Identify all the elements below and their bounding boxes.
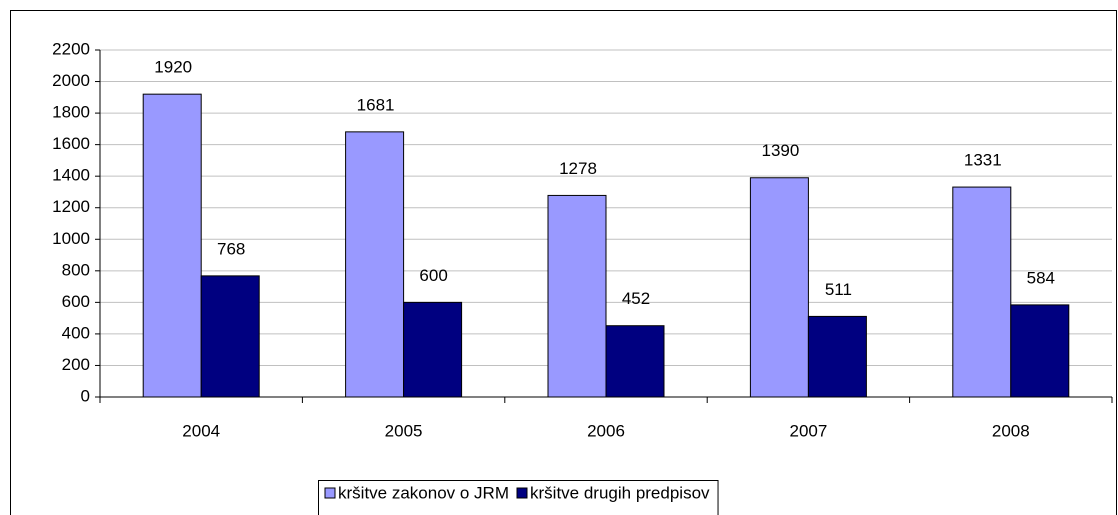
y-tick-label: 1400 <box>52 166 90 185</box>
bar <box>547 194 607 398</box>
data-label: 584 <box>1027 268 1055 287</box>
bar <box>1010 304 1070 398</box>
legend-swatch <box>516 487 528 499</box>
data-label: 1390 <box>761 141 799 160</box>
y-tick-label: 200 <box>62 355 90 374</box>
legend-swatch <box>324 487 336 499</box>
y-tick-label: 400 <box>62 323 90 342</box>
data-label: 511 <box>825 280 852 299</box>
y-tick-label: 600 <box>62 292 90 311</box>
bar <box>403 301 463 398</box>
x-tick-label: 2005 <box>385 421 423 440</box>
legend-label: kršitve drugih predpisov <box>530 483 710 502</box>
bar <box>142 93 202 398</box>
bar <box>952 186 1012 398</box>
y-tick-label: 1800 <box>52 103 90 122</box>
x-tick-label: 2008 <box>992 421 1030 440</box>
y-tick-label: 1600 <box>52 134 90 153</box>
data-label: 452 <box>622 289 650 308</box>
data-label: 1681 <box>357 95 395 114</box>
bar <box>200 275 260 398</box>
data-label: 1331 <box>964 151 1002 170</box>
bar <box>749 177 809 398</box>
y-tick-label: 1000 <box>52 229 90 248</box>
y-tick-label: 2000 <box>52 71 90 90</box>
data-label: 1278 <box>559 159 597 178</box>
x-tick-label: 2004 <box>182 421 220 440</box>
bar <box>605 325 665 398</box>
bar <box>807 315 867 398</box>
data-label: 1920 <box>154 58 192 77</box>
data-label: 600 <box>419 266 447 285</box>
bar <box>345 131 405 398</box>
y-tick-label: 1200 <box>52 197 90 216</box>
legend-label: kršitve zakonov o JRM <box>338 483 509 502</box>
y-tick-label: 0 <box>81 386 90 405</box>
x-tick-label: 2007 <box>789 421 827 440</box>
y-tick-label: 800 <box>62 260 90 279</box>
data-label: 768 <box>217 239 245 258</box>
y-tick-label: 2200 <box>52 39 90 58</box>
x-tick-label: 2006 <box>587 421 625 440</box>
